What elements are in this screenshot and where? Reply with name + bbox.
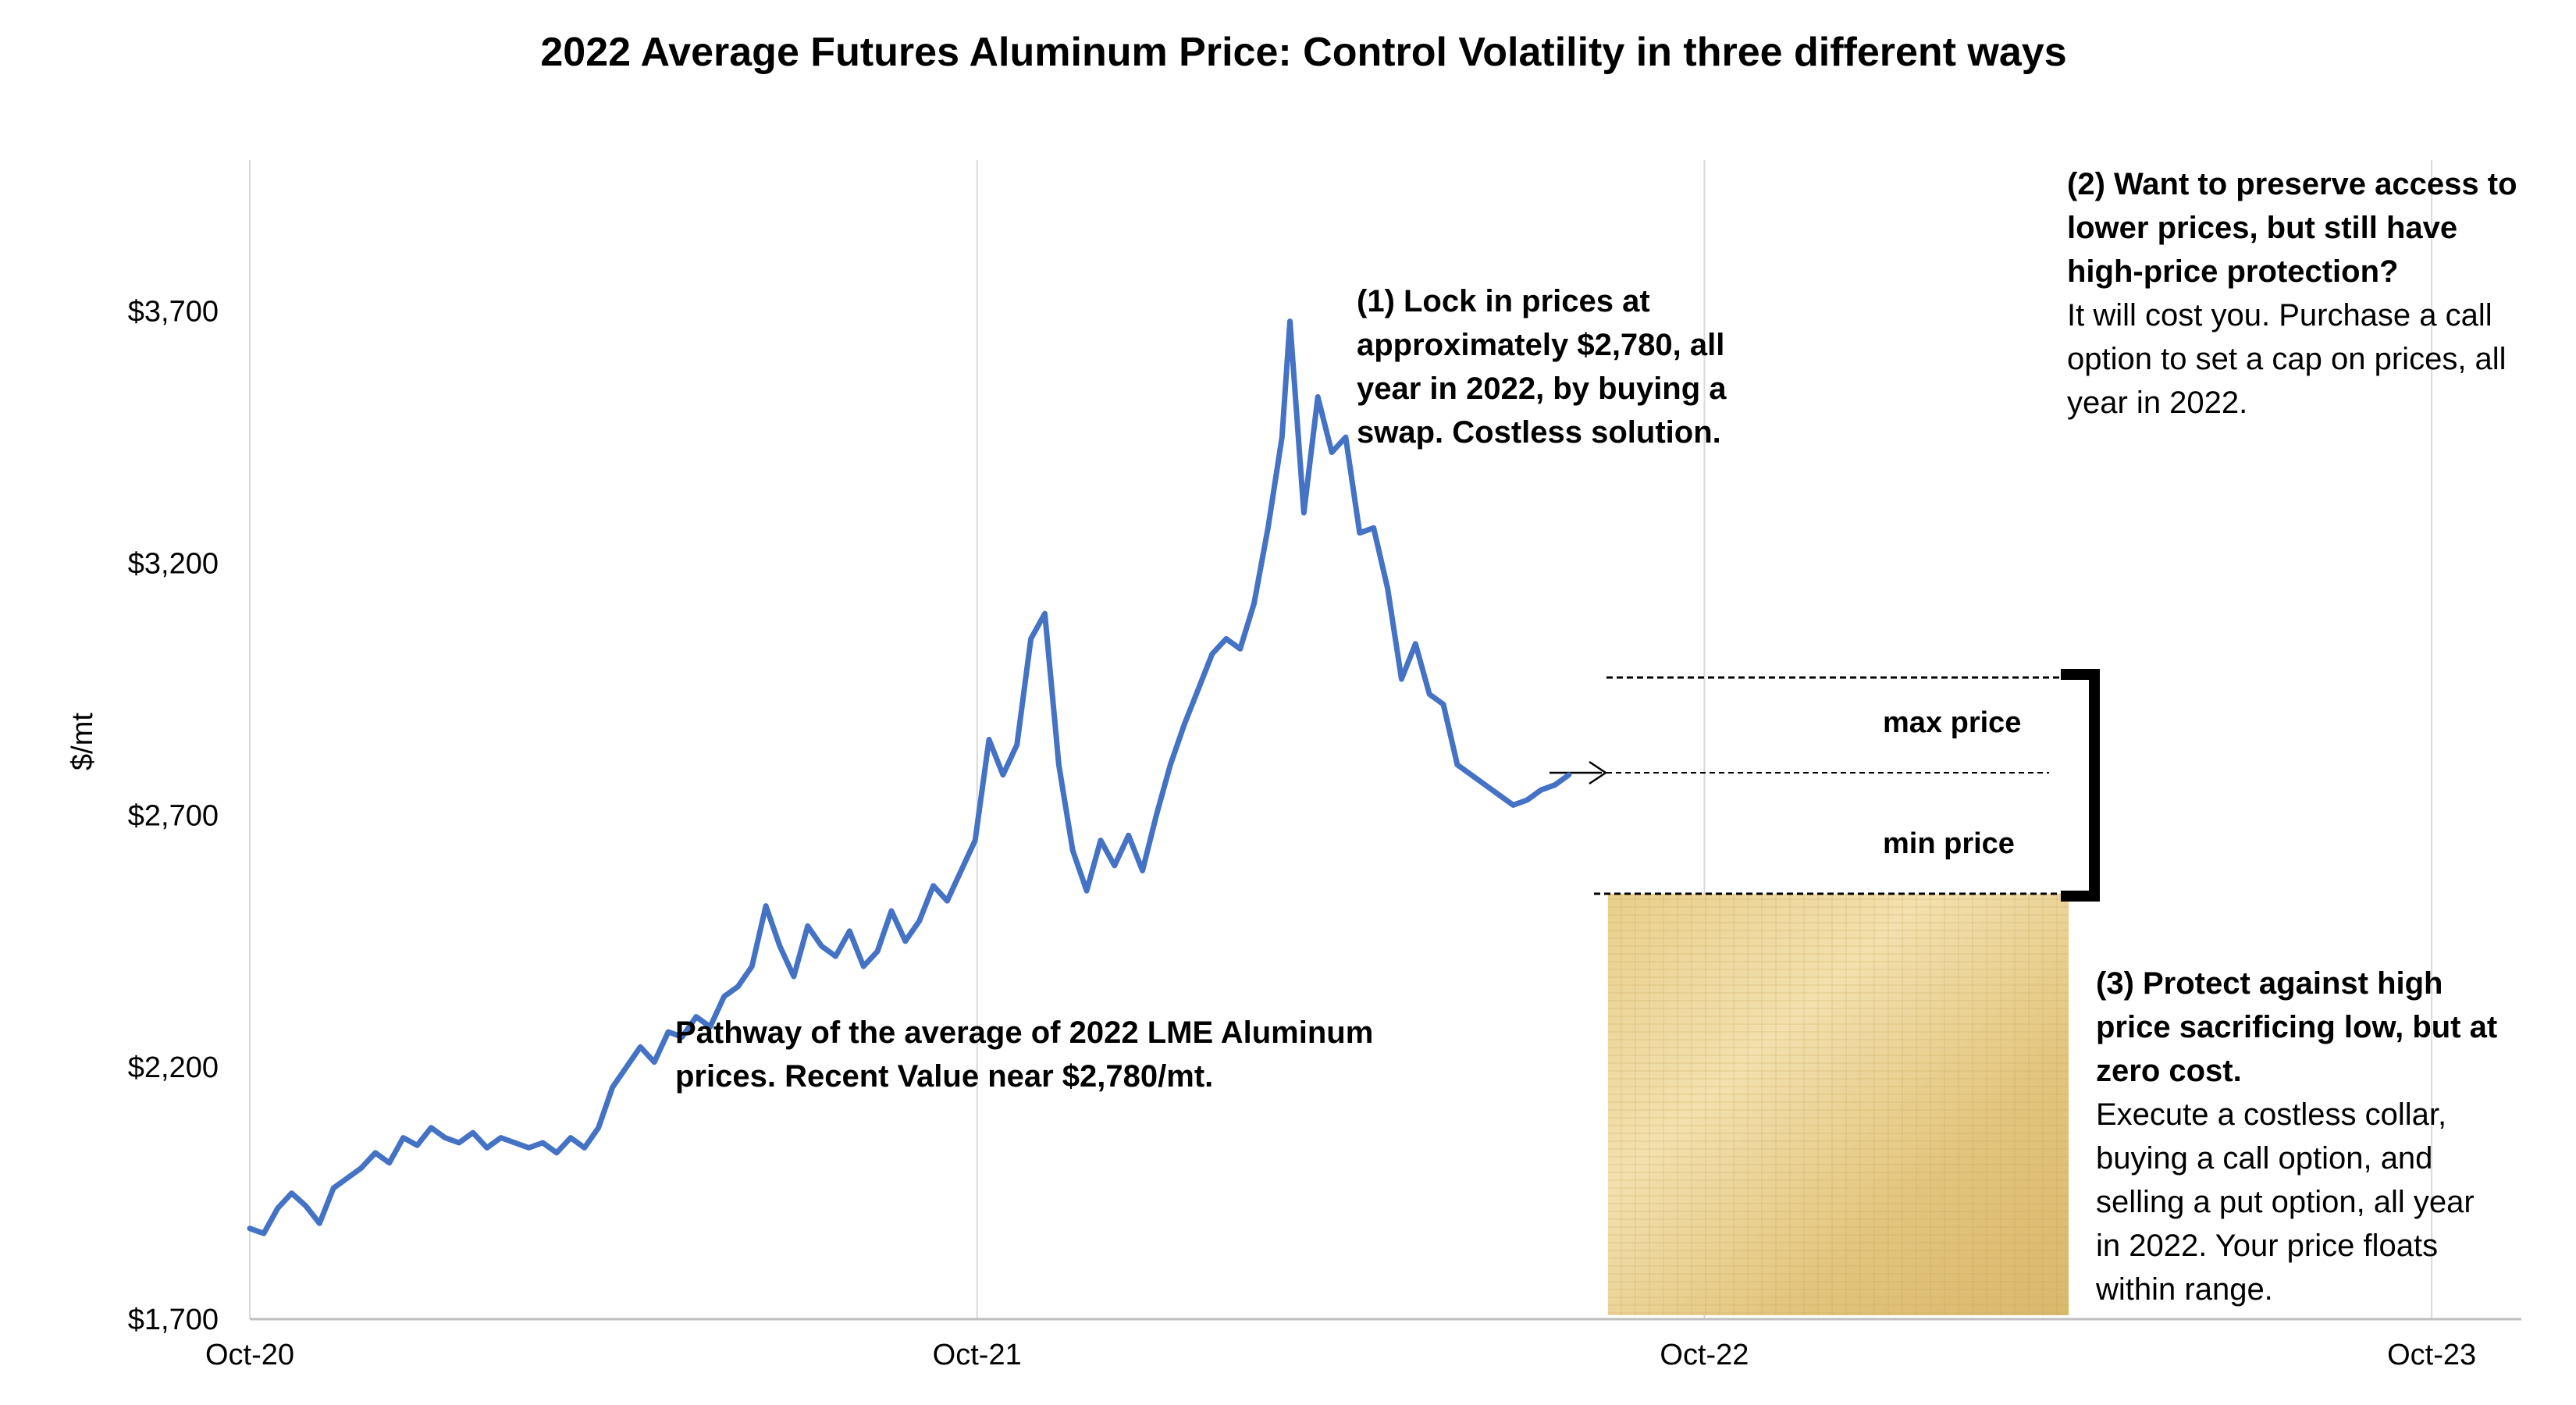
y-tick-label: $3,200 — [128, 548, 219, 581]
annotation-lock-text: (1) Lock in prices at approximately $2,7… — [1357, 284, 1727, 450]
x-tick-label: Oct-22 — [1660, 1339, 1749, 1371]
chart-title: 2022 Average Futures Aluminum Price: Con… — [540, 30, 2066, 75]
y-tick-label: $3,700 — [128, 296, 219, 329]
annotation-pathway: Pathway of the average of 2022 LME Alumi… — [675, 1011, 1425, 1098]
annotation-collar-heading: (3) Protect against high price sacrifici… — [2096, 966, 2498, 1088]
annotation-collar-body: Execute a costless collar, buying a call… — [2096, 1097, 2475, 1307]
annotation-preserve: (2) Want to preserve access to lower pri… — [2067, 162, 2528, 425]
x-tick-label: Oct-20 — [205, 1339, 294, 1371]
min-price-label: min price — [1883, 827, 2015, 860]
x-tick-labels: Oct-20 Oct-21 Oct-22 Oct-23 — [205, 1339, 2476, 1371]
y-tick-label: $1,700 — [128, 1304, 219, 1336]
annotation-preserve-body: It will cost you. Purchase a call option… — [2067, 298, 2507, 420]
annotation-collar: (3) Protect against high price sacrifici… — [2096, 962, 2502, 1311]
y-axis-label: $/mt — [66, 713, 99, 770]
annotation-preserve-heading: (2) Want to preserve access to lower pri… — [2067, 167, 2517, 289]
parchment-texture — [1608, 894, 2069, 1315]
y-tick-label: $2,200 — [128, 1051, 219, 1084]
series-line — [247, 318, 1572, 1236]
x-tick-label: Oct-21 — [933, 1339, 1022, 1371]
annotation-pathway-text: Pathway of the average of 2022 LME Alumi… — [675, 1016, 1374, 1094]
arrow-head — [1589, 760, 1608, 785]
annotation-lock: (1) Lock in prices at approximately $2,7… — [1357, 279, 1794, 454]
price-series — [247, 318, 1572, 1236]
range-bracket — [2061, 669, 2100, 902]
max-price-label: max price — [1883, 706, 2022, 739]
y-tick-label: $2,700 — [128, 799, 219, 832]
y-tick-labels: $1,700 $2,200 $2,700 $3,200 $3,700 — [128, 296, 219, 1336]
x-tick-label: Oct-23 — [2387, 1339, 2476, 1371]
